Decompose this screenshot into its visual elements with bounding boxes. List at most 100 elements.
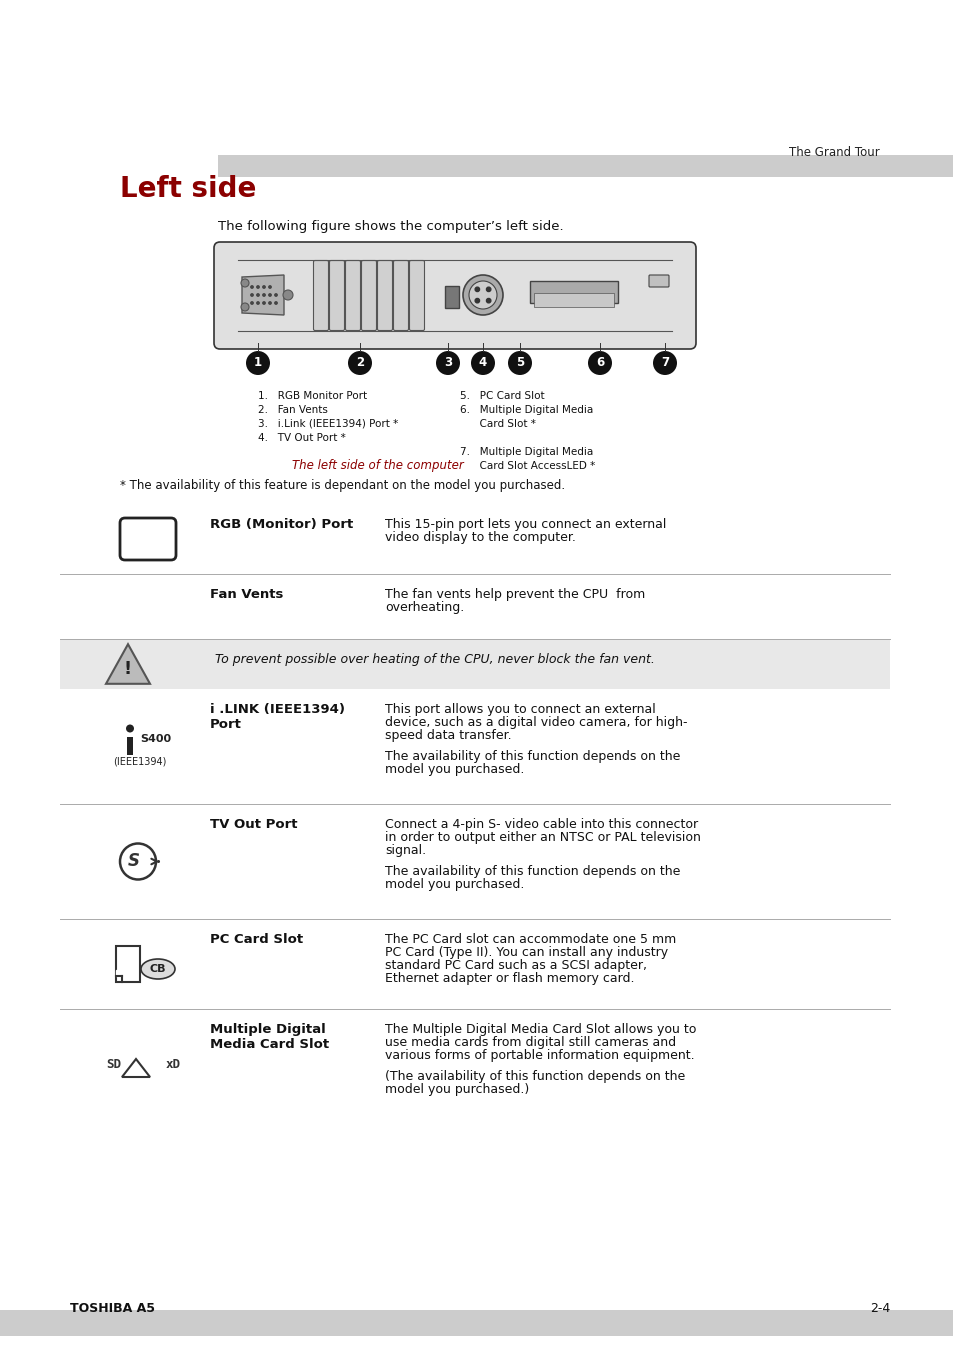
Text: The Multiple Digital Media Card Slot allows you to: The Multiple Digital Media Card Slot all… [385, 1023, 696, 1035]
Text: This 15-pin port lets you connect an external: This 15-pin port lets you connect an ext… [385, 518, 666, 531]
Circle shape [262, 302, 265, 304]
Circle shape [283, 290, 293, 300]
Ellipse shape [141, 958, 174, 979]
FancyBboxPatch shape [393, 261, 408, 331]
Circle shape [262, 294, 265, 296]
Text: TOSHIBA A5: TOSHIBA A5 [70, 1301, 154, 1315]
Bar [60, 639, 889, 688]
Circle shape [486, 298, 491, 302]
FancyBboxPatch shape [345, 261, 360, 331]
Text: PC Card Slot: PC Card Slot [210, 933, 303, 946]
Circle shape [269, 286, 271, 288]
Text: RGB (Monitor) Port: RGB (Monitor) Port [210, 518, 353, 531]
Text: TV Out Port: TV Out Port [210, 818, 297, 832]
Circle shape [274, 294, 277, 296]
Circle shape [256, 286, 259, 288]
Circle shape [652, 351, 677, 375]
Text: S: S [128, 852, 140, 871]
Text: Left side: Left side [120, 176, 256, 202]
Text: standard PC Card such as a SCSI adapter,: standard PC Card such as a SCSI adapter, [385, 958, 646, 972]
Circle shape [251, 286, 253, 288]
Text: The availability of this function depends on the: The availability of this function depend… [385, 865, 679, 878]
FancyBboxPatch shape [120, 518, 175, 560]
Circle shape [251, 302, 253, 304]
FancyBboxPatch shape [377, 261, 392, 331]
Circle shape [120, 844, 156, 879]
Circle shape [475, 288, 479, 292]
FancyBboxPatch shape [530, 281, 618, 302]
Bar [218, 155, 953, 177]
FancyBboxPatch shape [409, 261, 424, 331]
Circle shape [256, 294, 259, 296]
Text: use media cards from digital still cameras and: use media cards from digital still camer… [385, 1035, 676, 1049]
Text: The availability of this function depends on the: The availability of this function depend… [385, 751, 679, 763]
Circle shape [462, 275, 502, 315]
Text: various forms of portable information equipment.: various forms of portable information eq… [385, 1049, 694, 1062]
Text: model you purchased.: model you purchased. [385, 878, 524, 891]
Text: 4: 4 [478, 356, 487, 370]
Circle shape [256, 302, 259, 304]
FancyBboxPatch shape [314, 261, 328, 331]
Circle shape [241, 302, 249, 311]
Text: 3: 3 [443, 356, 452, 370]
Text: 5.   PC Card Slot: 5. PC Card Slot [459, 392, 544, 401]
Circle shape [469, 281, 497, 309]
Circle shape [274, 302, 277, 304]
FancyBboxPatch shape [534, 293, 614, 306]
Text: speed data transfer.: speed data transfer. [385, 729, 511, 742]
Text: video display to the computer.: video display to the computer. [385, 531, 576, 544]
Circle shape [262, 286, 265, 288]
Circle shape [251, 294, 253, 296]
FancyBboxPatch shape [648, 275, 668, 288]
Text: Fan Vents: Fan Vents [210, 589, 283, 601]
FancyBboxPatch shape [127, 737, 132, 755]
Text: 6.   Multiple Digital Media: 6. Multiple Digital Media [459, 405, 593, 414]
Text: Multiple Digital: Multiple Digital [210, 1023, 325, 1035]
Text: SD: SD [106, 1058, 121, 1072]
FancyBboxPatch shape [329, 261, 344, 331]
Circle shape [269, 302, 271, 304]
Text: xD: xD [166, 1058, 181, 1072]
Bar [0, 1310, 953, 1336]
Text: 7.   Multiple Digital Media: 7. Multiple Digital Media [459, 447, 593, 458]
Circle shape [126, 725, 133, 733]
Text: This port allows you to connect an external: This port allows you to connect an exter… [385, 703, 655, 716]
Text: 6: 6 [596, 356, 603, 370]
Circle shape [475, 298, 479, 302]
Polygon shape [106, 644, 150, 684]
Text: model you purchased.): model you purchased.) [385, 1083, 529, 1096]
FancyBboxPatch shape [213, 242, 696, 350]
Text: model you purchased.: model you purchased. [385, 763, 524, 776]
FancyBboxPatch shape [361, 261, 376, 331]
Text: The following figure shows the computer’s left side.: The following figure shows the computer’… [218, 220, 563, 234]
Text: 7: 7 [660, 356, 668, 370]
Text: signal.: signal. [385, 844, 426, 857]
Text: (IEEE1394): (IEEE1394) [112, 756, 166, 767]
Text: overheating.: overheating. [385, 601, 464, 614]
Circle shape [348, 351, 372, 375]
Polygon shape [242, 275, 284, 315]
Text: 2.   Fan Vents: 2. Fan Vents [257, 405, 328, 414]
Text: PC Card (Type II). You can install any industry: PC Card (Type II). You can install any i… [385, 946, 667, 958]
Text: 1.   RGB Monitor Port: 1. RGB Monitor Port [257, 392, 367, 401]
Text: 4.   TV Out Port *: 4. TV Out Port * [257, 433, 345, 443]
Text: (The availability of this function depends on the: (The availability of this function depen… [385, 1071, 684, 1083]
Text: 2: 2 [355, 356, 364, 370]
Text: i .LINK (IEEE1394): i .LINK (IEEE1394) [210, 703, 345, 716]
Text: 3.   i.Link (IEEE1394) Port *: 3. i.Link (IEEE1394) Port * [257, 418, 397, 429]
Text: CB: CB [150, 964, 166, 973]
Text: !: ! [124, 660, 132, 678]
Text: Ethernet adapter or flash memory card.: Ethernet adapter or flash memory card. [385, 972, 634, 986]
Circle shape [587, 351, 612, 375]
Text: The left side of the computer: The left side of the computer [292, 459, 463, 472]
Circle shape [269, 294, 271, 296]
Text: Port: Port [210, 718, 242, 730]
Text: 5: 5 [516, 356, 523, 370]
FancyBboxPatch shape [444, 286, 458, 308]
Text: 1: 1 [253, 356, 262, 370]
Text: Card Slot AccessLED *: Card Slot AccessLED * [459, 460, 595, 471]
Circle shape [507, 351, 532, 375]
Text: Card Slot *: Card Slot * [459, 418, 536, 429]
Text: To prevent possible over heating of the CPU, never block the fan vent.: To prevent possible over heating of the … [214, 653, 654, 666]
Text: 2-4: 2-4 [869, 1301, 889, 1315]
